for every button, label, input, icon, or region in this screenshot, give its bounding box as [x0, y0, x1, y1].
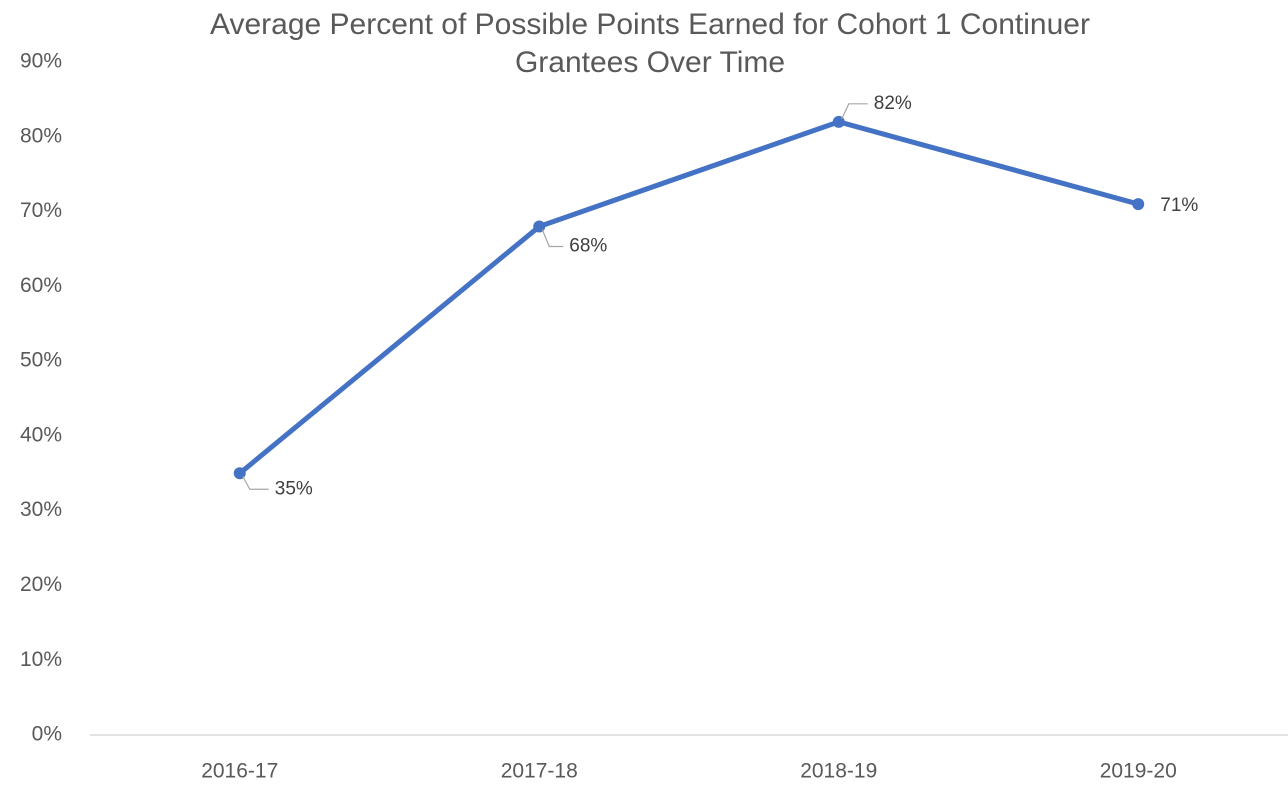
y-tick-label: 90% — [20, 50, 62, 73]
leader-line — [242, 475, 269, 490]
x-tick-label: 2016-17 — [201, 760, 278, 783]
data-label: 35% — [275, 478, 313, 499]
y-tick-label: 0% — [32, 723, 62, 746]
x-tick-label: 2017-18 — [501, 760, 578, 783]
y-tick-label: 30% — [20, 498, 62, 521]
marker — [533, 220, 546, 233]
y-tick-label: 70% — [20, 199, 62, 222]
marker — [1132, 198, 1145, 211]
x-tick-label: 2019-20 — [1100, 760, 1177, 783]
y-tick-label: 60% — [20, 274, 62, 297]
y-tick-label: 80% — [20, 124, 62, 147]
y-tick-label: 20% — [20, 573, 62, 596]
leader-line — [541, 229, 564, 248]
line — [238, 119, 1139, 476]
data-label: 82% — [874, 93, 912, 114]
leader-line — [841, 103, 868, 120]
data-label: 71% — [1160, 195, 1198, 216]
y-tick-label: 10% — [20, 648, 62, 671]
data-label: 68% — [569, 236, 607, 257]
x-tick-label: 2018-19 — [800, 760, 877, 783]
chart-title: Average Percent of Possible Points Earne… — [210, 8, 1090, 79]
y-tick-label: 50% — [20, 349, 62, 372]
y-tick-label: 40% — [20, 423, 62, 446]
